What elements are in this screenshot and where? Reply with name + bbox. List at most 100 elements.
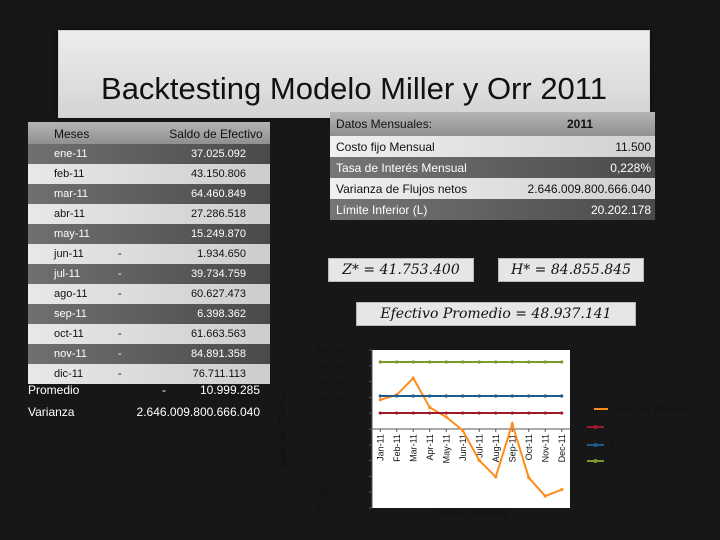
y-tick-label: - 80,000,000 bbox=[315, 487, 366, 497]
backtesting-chart: 100,000,000 80,000,000 60,000,000 40,000,00… bbox=[278, 345, 689, 519]
row-value: 6.398.362 bbox=[197, 308, 246, 320]
data-point bbox=[378, 398, 382, 402]
data-point bbox=[444, 411, 448, 415]
y-tick-label: - 100,000,000 bbox=[310, 503, 366, 513]
header-year: 2011 bbox=[566, 117, 594, 131]
legend-marker bbox=[593, 459, 598, 463]
row-label: Varianza de Flujos netos bbox=[336, 182, 468, 196]
x-tick-label: Aug-11 bbox=[491, 434, 501, 462]
row-month: jun-11 bbox=[54, 248, 84, 260]
data-point bbox=[494, 475, 498, 479]
x-tick-label: May-11 bbox=[441, 434, 451, 463]
row-month: abr-11 bbox=[54, 208, 85, 220]
y-tick-label: - 40,000,000 bbox=[315, 456, 366, 466]
row-value: 11.500 bbox=[615, 140, 651, 154]
title-panel: Backtesting Modelo Miller y Orr 2011 bbox=[58, 30, 650, 118]
page-title: Backtesting Modelo Miller y Orr 2011 bbox=[101, 71, 607, 106]
left-table-row: jun-11 - 1.934.650 bbox=[28, 244, 270, 264]
row-month: sep-11 bbox=[54, 308, 87, 320]
data-point bbox=[428, 360, 432, 364]
legend-label: H bbox=[609, 457, 616, 468]
data-point bbox=[494, 360, 498, 364]
right-table-row: Costo fijo Mensual 11.500 bbox=[330, 136, 655, 157]
data-point bbox=[378, 360, 382, 364]
data-point bbox=[411, 376, 415, 380]
y-tick-label: 80,000,000 bbox=[321, 361, 366, 371]
row-month: oct-11 bbox=[54, 328, 84, 340]
data-point bbox=[560, 394, 564, 398]
data-point bbox=[477, 360, 481, 364]
header-month: Meses bbox=[54, 127, 90, 141]
legend-marker bbox=[593, 425, 598, 429]
data-point bbox=[395, 360, 399, 364]
right-table-header: Datos Mensuales: 2011 bbox=[330, 112, 655, 136]
data-point bbox=[494, 394, 498, 398]
data-point bbox=[378, 411, 382, 415]
header-cash: Saldo de Efectivo bbox=[169, 127, 263, 141]
data-point bbox=[411, 411, 415, 415]
data-point bbox=[543, 494, 547, 498]
row-value: 20.202.178 bbox=[590, 203, 651, 217]
data-point bbox=[527, 394, 531, 398]
y-tick-label: 20,000,000 bbox=[321, 408, 366, 418]
data-point bbox=[395, 394, 399, 398]
row-month: jul-11 bbox=[54, 268, 81, 280]
y-axis-label: Saldo de Efectivo bbox=[278, 390, 289, 468]
data-point bbox=[527, 476, 531, 480]
row-value: 61.663.563 bbox=[190, 328, 246, 340]
row-month: may-11 bbox=[54, 228, 90, 240]
y-tick-label: 40,000,000 bbox=[321, 392, 366, 402]
data-point bbox=[560, 411, 564, 415]
data-point bbox=[477, 394, 481, 398]
row-month: ago-11 bbox=[54, 288, 88, 300]
y-tick-label: 60,000,000 bbox=[321, 377, 366, 387]
left-table-row: sep-11 6.398.362 bbox=[28, 304, 270, 324]
data-point bbox=[428, 394, 432, 398]
row-value: 64.460.849 bbox=[190, 188, 246, 200]
row-month: feb-11 bbox=[54, 168, 85, 180]
x-axis-label: Tiempo (meses) bbox=[435, 508, 507, 519]
data-point bbox=[543, 394, 547, 398]
row-value: 27.286.518 bbox=[190, 208, 246, 220]
data-point bbox=[543, 411, 547, 415]
row-value: 15.249.870 bbox=[190, 228, 246, 240]
row-month: mar-11 bbox=[54, 188, 89, 200]
row-value: 1.934.650 bbox=[197, 248, 246, 260]
header-datos: Datos Mensuales: bbox=[336, 117, 433, 131]
data-point bbox=[461, 428, 465, 433]
x-tick-label: Jan-11 bbox=[375, 434, 385, 461]
data-point bbox=[461, 360, 465, 364]
data-point bbox=[461, 411, 465, 415]
left-table-row: may-11 15.249.870 bbox=[28, 224, 270, 244]
row-value: 43.150.806 bbox=[190, 168, 246, 180]
row-label: Tasa de Interés Mensual bbox=[336, 161, 467, 175]
y-tick-label: - 60,000,000 bbox=[315, 471, 366, 481]
data-point bbox=[395, 411, 399, 415]
left-table-row: nov-11 - 84.891.358 bbox=[28, 344, 270, 364]
x-tick-label: Sep-11 bbox=[507, 434, 517, 462]
row-month: nov-11 bbox=[54, 348, 87, 360]
data-point bbox=[543, 360, 547, 364]
data-point bbox=[494, 411, 498, 415]
data-point bbox=[510, 422, 514, 426]
row-sign: - bbox=[118, 268, 122, 280]
data-point bbox=[444, 360, 448, 364]
data-point bbox=[527, 411, 531, 415]
data-point bbox=[444, 394, 448, 398]
row-label: Límite Inferior (L) bbox=[336, 203, 428, 217]
efectivo-promedio-formula: Efectivo Promedio = 48.937.141 bbox=[356, 302, 636, 326]
left-table-row: feb-11 43.150.806 bbox=[28, 164, 270, 184]
right-table-row: Tasa de Interés Mensual 0,228% bbox=[330, 157, 655, 178]
y-tick-label: - 20,000,000 bbox=[315, 440, 366, 450]
row-sign: - bbox=[118, 348, 122, 360]
row-sign: - bbox=[118, 248, 122, 260]
y-tick-label: - bbox=[363, 424, 366, 434]
h-star-formula: H* = 84.855.845 bbox=[498, 258, 644, 282]
x-tick-label: Jun-11 bbox=[458, 434, 468, 461]
varianza-label: Varianza bbox=[28, 405, 75, 419]
row-sign: - bbox=[118, 288, 122, 300]
row-value: 60.627.473 bbox=[190, 288, 246, 300]
row-value: 76.711.113 bbox=[192, 368, 246, 380]
row-value: 37.025.092 bbox=[190, 148, 246, 160]
y-tick-label: 100,000,000 bbox=[316, 345, 366, 355]
